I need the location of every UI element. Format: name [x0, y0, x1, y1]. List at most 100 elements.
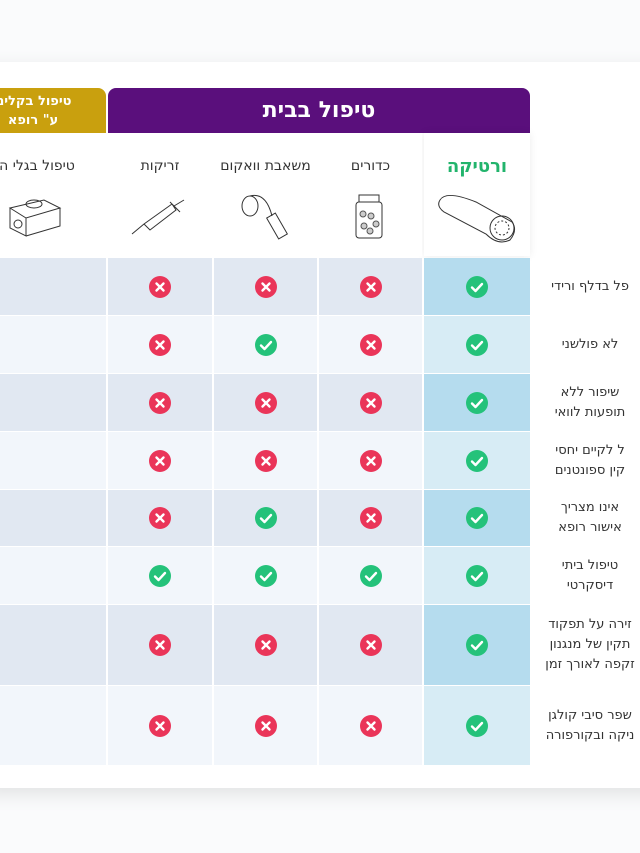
cell [108, 316, 212, 373]
cell [108, 605, 212, 685]
row-label: טיפול ביתי דיסקרטי [532, 547, 640, 604]
home-group-header: טיפול בבית [108, 88, 530, 133]
column-header: זריקות [140, 158, 180, 174]
column-header-cell [0, 133, 106, 256]
row-label-line: לא פולשני [561, 336, 619, 352]
check-icon [149, 564, 171, 587]
cell [424, 686, 530, 765]
cross-icon [254, 391, 277, 414]
row-label: פל בדלף ורידי [532, 258, 640, 315]
pump-icon [241, 194, 289, 240]
row-label-line: טיפול ביתי [561, 557, 619, 573]
cross-icon [359, 391, 382, 414]
cross-icon [359, 634, 382, 656]
check-icon [466, 507, 488, 529]
cell [214, 547, 317, 604]
cross-icon [149, 275, 171, 298]
check-icon [466, 449, 488, 472]
cell [0, 432, 106, 489]
check-icon [466, 564, 488, 587]
row-label: זירה על תפקוד תקין של מנגנון זקפה לאורך זמ… [532, 605, 640, 685]
row-label-line: פל בדלף ורידי [551, 278, 629, 294]
pills-icon [355, 194, 383, 239]
verteka-icon [438, 195, 516, 243]
cell [319, 316, 422, 373]
check-icon [466, 275, 488, 298]
cell [108, 374, 212, 431]
cell [0, 374, 106, 431]
cell [424, 258, 530, 315]
cross-icon [254, 634, 277, 656]
column-header: טיפול בגלי הל [0, 158, 75, 174]
row-label: לא פולשני [532, 316, 640, 373]
cross-icon [149, 391, 171, 414]
cell [319, 258, 422, 315]
cell [0, 686, 106, 765]
cell [0, 547, 106, 604]
check-icon [254, 507, 277, 529]
row-label-line: שיפור ללא [560, 384, 620, 400]
cell [214, 432, 317, 489]
clinic-group-header: טיפול בקליני ע" רופא [0, 88, 106, 133]
column-header: כדורים [350, 158, 391, 174]
cross-icon [359, 507, 382, 529]
cell [214, 686, 317, 765]
row-label-line: תופעות לוואי [554, 404, 626, 420]
row-label-line: זקפה לאורך זמן [545, 657, 635, 672]
cross-icon [149, 333, 171, 356]
cross-icon [359, 275, 382, 298]
cell [319, 605, 422, 685]
row-label: שפר סיבי קולגן ניקה ובקורפורה [532, 686, 640, 765]
check-icon [254, 333, 277, 356]
cross-icon [359, 333, 382, 356]
cross-icon [254, 714, 277, 737]
check-icon [466, 391, 488, 414]
cell [108, 432, 212, 489]
column-header-cell [214, 133, 317, 256]
column-header: משאבת וואקום [220, 158, 311, 174]
check-icon [359, 564, 382, 587]
cell [214, 374, 317, 431]
row-label-line: זירה על תפקוד [548, 617, 632, 632]
cell [108, 547, 212, 604]
cell [214, 258, 317, 315]
cross-icon [359, 714, 382, 737]
cell [0, 605, 106, 685]
row-label-line: קין ספונטנים [554, 462, 626, 478]
cell [424, 374, 530, 431]
cell [108, 686, 212, 765]
clinic-line: טיפול בקליני [0, 93, 72, 109]
row-label-line: שפר סיבי קולגן [548, 707, 632, 723]
cell [424, 490, 530, 546]
cross-icon [254, 275, 277, 298]
cell [0, 316, 106, 373]
row-label-line: ל לקיים יחסי [555, 442, 625, 458]
clinic-line: ע" רופא [7, 112, 59, 128]
cross-icon [149, 507, 171, 529]
cross-icon [254, 449, 277, 472]
row-label-line: דיסקרטי [566, 577, 614, 593]
cell [424, 605, 530, 685]
cell [108, 258, 212, 315]
injection-icon [131, 199, 185, 235]
row-label-line: ניקה ובקורפורה [545, 727, 635, 743]
cell [319, 686, 422, 765]
cell [424, 316, 530, 373]
check-icon [466, 634, 488, 656]
check-icon [466, 714, 488, 737]
cell [424, 547, 530, 604]
cross-icon [149, 714, 171, 737]
row-label-line: תקין של מנגנון [549, 637, 631, 652]
check-icon [466, 333, 488, 356]
cell [0, 490, 106, 546]
cell [319, 490, 422, 546]
row-label-line: אישור רופא [558, 520, 622, 535]
shockwave-icon [8, 199, 62, 237]
cell [319, 374, 422, 431]
cross-icon [359, 449, 382, 472]
cell [319, 547, 422, 604]
row-label: שיפור ללא תופעות לוואי [532, 374, 640, 431]
column-header: ורטיקה [446, 155, 508, 177]
column-header-cell [108, 133, 212, 256]
